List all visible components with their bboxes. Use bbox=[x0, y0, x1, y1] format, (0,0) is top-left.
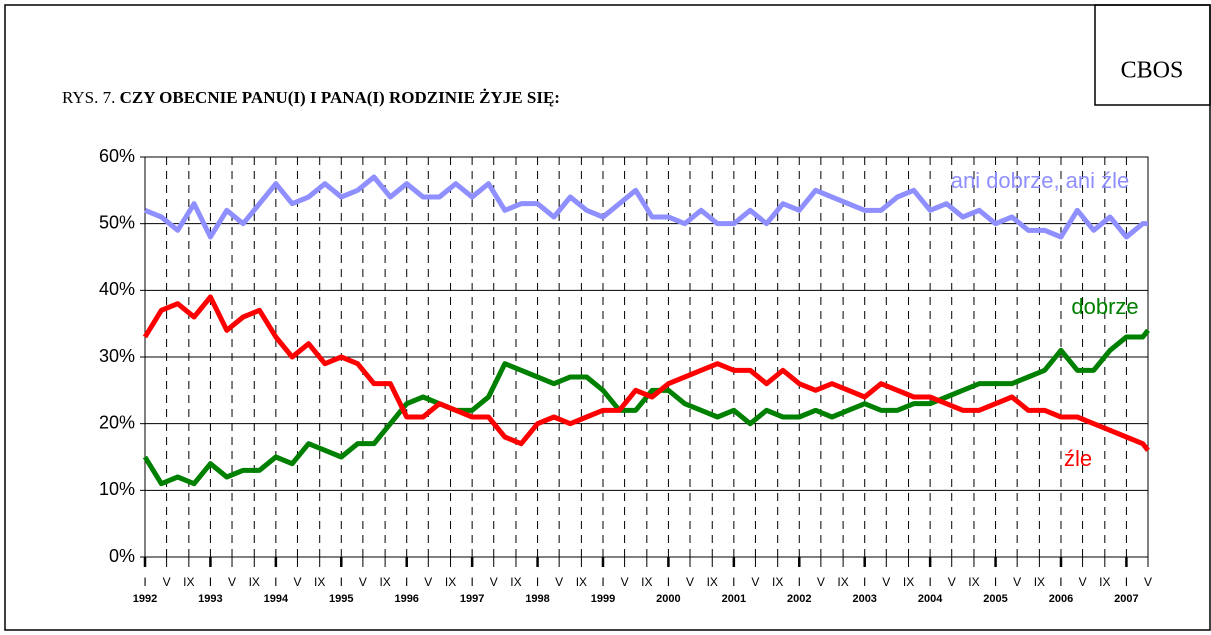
x-tick-label: IX bbox=[641, 575, 652, 589]
frame bbox=[4, 4, 1211, 631]
x-tick-label: V bbox=[293, 575, 301, 589]
x-tick-label: V bbox=[817, 575, 825, 589]
x-tick-label: I bbox=[536, 575, 539, 589]
x-tick-label: V bbox=[1079, 575, 1087, 589]
series-line bbox=[142, 328, 1150, 487]
x-tick-label: IX bbox=[576, 575, 587, 589]
x-tick-label: IX bbox=[249, 575, 260, 589]
x-tick-label: IX bbox=[1099, 575, 1110, 589]
year-label: 2002 bbox=[787, 593, 811, 605]
y-tick-label: 50% bbox=[99, 212, 135, 232]
x-tick-label: IX bbox=[837, 575, 848, 589]
y-tick-label: 60% bbox=[99, 146, 135, 166]
source-box bbox=[1094, 4, 1211, 106]
year-label: 2007 bbox=[1114, 593, 1138, 605]
year-label: 1996 bbox=[394, 593, 418, 605]
year-label: 1993 bbox=[198, 593, 222, 605]
x-tick-label: I bbox=[340, 575, 343, 589]
y-tick-label: 20% bbox=[99, 412, 135, 432]
year-label: 1994 bbox=[264, 593, 289, 605]
x-tick-label: V bbox=[555, 575, 563, 589]
y-tick-label: 0% bbox=[109, 546, 135, 566]
x-tick-label: IX bbox=[968, 575, 979, 589]
x-tick-label: I bbox=[667, 575, 670, 589]
year-label: 2001 bbox=[722, 593, 746, 605]
x-tick-label: V bbox=[882, 575, 890, 589]
series-label: dobrze bbox=[1071, 294, 1138, 319]
x-tick-label: IX bbox=[903, 575, 914, 589]
series-label: ani dobrze, ani źle bbox=[951, 168, 1130, 193]
x-tick-label: I bbox=[274, 575, 277, 589]
chart-title: CZY OBECNIE PANU(I) I PANA(I) RODZINIE Ż… bbox=[120, 88, 560, 107]
y-tick-label: 30% bbox=[99, 346, 135, 366]
x-tick-label: IX bbox=[707, 575, 718, 589]
year-label: 1997 bbox=[460, 593, 484, 605]
year-label: 2005 bbox=[983, 593, 1007, 605]
series-line bbox=[144, 174, 1148, 240]
x-tick-label: V bbox=[1144, 575, 1152, 589]
x-tick-label: I bbox=[928, 575, 931, 589]
x-tick-label: IX bbox=[183, 575, 194, 589]
x-tick-label: I bbox=[798, 575, 801, 589]
x-tick-label: V bbox=[359, 575, 367, 589]
x-tick-label: I bbox=[1059, 575, 1062, 589]
x-tick-label: IX bbox=[510, 575, 521, 589]
series-line bbox=[142, 294, 1150, 452]
y-tick-label: 10% bbox=[99, 479, 135, 499]
x-tick-label: I bbox=[994, 575, 997, 589]
year-label: 2003 bbox=[852, 593, 876, 605]
source: CBOS bbox=[1121, 58, 1184, 84]
year-label: 1999 bbox=[591, 593, 615, 605]
year-label: 1998 bbox=[525, 593, 549, 605]
x-tick-label: IX bbox=[314, 575, 325, 589]
x-tick-label: I bbox=[601, 575, 604, 589]
series-label: źle bbox=[1064, 446, 1092, 471]
x-tick-label: V bbox=[686, 575, 694, 589]
x-tick-label: V bbox=[163, 575, 171, 589]
x-tick-label: V bbox=[228, 575, 236, 589]
x-tick-label: I bbox=[405, 575, 408, 589]
x-tick-label: I bbox=[143, 575, 146, 589]
x-tick-label: I bbox=[732, 575, 735, 589]
x-tick-label: I bbox=[1125, 575, 1128, 589]
x-tick-label: IX bbox=[379, 575, 390, 589]
year-label: 2006 bbox=[1049, 593, 1073, 605]
x-tick-label: V bbox=[490, 575, 498, 589]
x-tick-label: V bbox=[948, 575, 956, 589]
year-label: 1992 bbox=[133, 593, 157, 605]
x-tick-label: IX bbox=[445, 575, 456, 589]
figure-title: RYS. 7. CZY OBECNIE PANU(I) I PANA(I) RO… bbox=[62, 88, 560, 107]
x-tick-label: V bbox=[751, 575, 759, 589]
figure-label: RYS. 7. bbox=[62, 88, 115, 107]
x-tick-label: I bbox=[863, 575, 866, 589]
x-tick-label: IX bbox=[1034, 575, 1045, 589]
year-label: 2000 bbox=[656, 593, 680, 605]
year-label: 1995 bbox=[329, 593, 353, 605]
x-tick-label: V bbox=[424, 575, 432, 589]
x-tick-label: I bbox=[209, 575, 212, 589]
x-tick-label: V bbox=[621, 575, 629, 589]
y-tick-label: 40% bbox=[99, 279, 135, 299]
x-tick-label: V bbox=[1013, 575, 1021, 589]
x-tick-label: IX bbox=[772, 575, 783, 589]
x-tick-label: I bbox=[470, 575, 473, 589]
year-label: 2004 bbox=[918, 593, 943, 605]
